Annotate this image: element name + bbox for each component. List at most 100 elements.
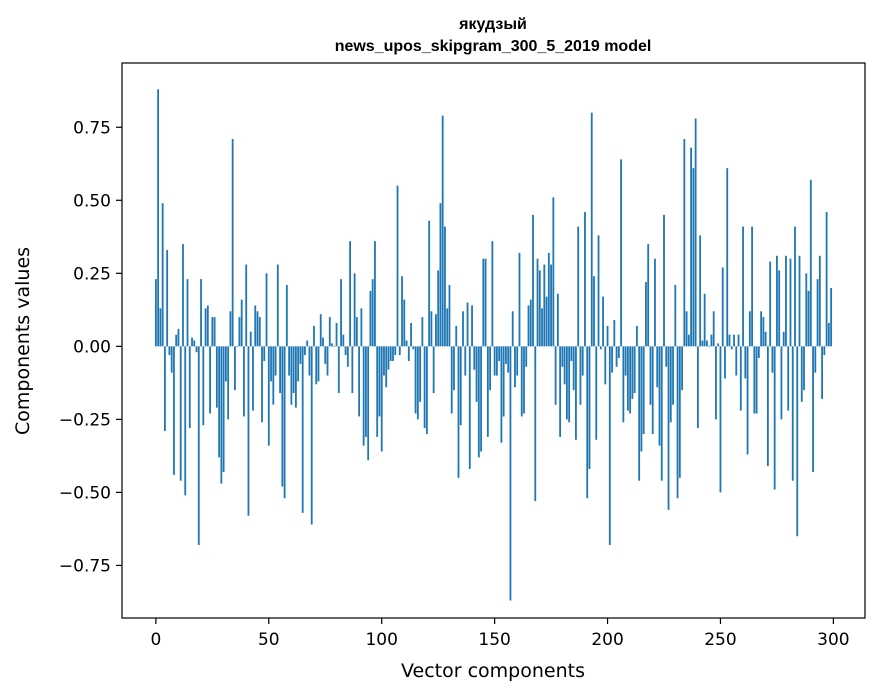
- plot-frame: [121, 62, 866, 619]
- bar-76: [326, 346, 329, 376]
- bar-250: [719, 346, 722, 493]
- bar-277: [780, 346, 783, 420]
- bar-57: [283, 346, 286, 499]
- bar-169: [536, 258, 539, 347]
- bar-179: [559, 346, 562, 437]
- bar-101: [383, 346, 385, 376]
- bar-215: [640, 346, 643, 452]
- bar-233: [681, 346, 683, 391]
- bar-265: [753, 346, 756, 414]
- bar-44: [254, 305, 257, 347]
- bar-164: [525, 346, 528, 367]
- bar-83: [342, 334, 345, 347]
- bar-141: [473, 346, 476, 370]
- y-tick-label: −0.25: [59, 410, 111, 430]
- bar-176: [552, 197, 555, 347]
- bar-291: [812, 346, 814, 472]
- bar-73: [319, 314, 322, 347]
- bar-219: [649, 346, 652, 405]
- bar-144: [480, 346, 482, 452]
- bar-263: [748, 311, 751, 347]
- bar-61: [292, 346, 295, 394]
- bar-22: [204, 308, 207, 347]
- bar-196: [597, 235, 600, 347]
- bar-274: [773, 346, 776, 490]
- bar-98: [376, 346, 379, 437]
- bar-85: [346, 346, 349, 367]
- bar-295: [821, 346, 823, 399]
- bar-170: [538, 270, 541, 347]
- bar-92: [362, 346, 365, 446]
- bar-290: [809, 179, 812, 347]
- bar-293: [816, 279, 819, 347]
- bar-157: [509, 346, 512, 601]
- bar-165: [527, 305, 530, 347]
- bar-111: [405, 340, 408, 347]
- bar-285: [798, 255, 801, 347]
- bar-256: [733, 334, 735, 347]
- bar-125: [437, 270, 440, 347]
- bar-252: [724, 346, 726, 379]
- bar-119: [423, 346, 426, 429]
- bar-174: [547, 252, 550, 347]
- bar-208: [624, 346, 627, 376]
- bar-172: [543, 264, 546, 347]
- bar-269: [762, 317, 765, 347]
- bar-254: [728, 334, 731, 347]
- bar-129: [446, 308, 449, 347]
- bar-12: [182, 244, 184, 347]
- y-tick-label: 0.25: [73, 264, 111, 284]
- bar-244: [706, 340, 708, 347]
- bar-204: [615, 346, 618, 367]
- bar-102: [385, 346, 388, 388]
- bar-183: [568, 346, 571, 423]
- bar-71: [315, 346, 318, 385]
- bar-116: [416, 346, 419, 420]
- bar-221: [654, 258, 656, 347]
- bar-84: [344, 346, 347, 356]
- bar-271: [766, 346, 769, 467]
- bar-227: [667, 346, 670, 510]
- y-axis-ticks: −0.75 −0.50 −0.25 0.00 0.25 0.50 0.75: [59, 118, 122, 576]
- bar-118: [421, 317, 424, 347]
- bar-258: [737, 334, 740, 347]
- bar-298: [827, 322, 830, 347]
- bar-127: [441, 115, 444, 347]
- bar-93: [365, 346, 367, 437]
- bar-294: [818, 255, 821, 347]
- bar-192: [588, 346, 591, 470]
- bar-163: [523, 346, 525, 414]
- bar-9: [175, 334, 178, 347]
- bar-33: [229, 311, 232, 347]
- bar-282: [791, 346, 794, 481]
- bar-74: [322, 337, 324, 347]
- bar-247: [712, 311, 715, 347]
- bar-25: [211, 317, 214, 347]
- bar-32: [227, 346, 230, 420]
- bar-20: [200, 279, 202, 347]
- bar-217: [645, 282, 647, 347]
- bar-8: [173, 346, 175, 475]
- bar-2: [159, 308, 162, 347]
- bar-238: [692, 168, 695, 347]
- bar-296: [823, 346, 826, 356]
- bar-161: [518, 252, 521, 347]
- bar-13: [184, 346, 187, 496]
- bar-7: [170, 346, 173, 373]
- bar-80: [335, 322, 338, 347]
- bar-210: [629, 346, 632, 414]
- bar-42: [249, 331, 252, 347]
- bar-11: [179, 346, 182, 481]
- x-tick-label: 100: [365, 630, 397, 650]
- bar-114: [412, 346, 415, 350]
- bar-67: [306, 340, 309, 347]
- bar-255: [730, 346, 733, 350]
- bar-3: [161, 203, 164, 347]
- bar-66: [304, 346, 306, 356]
- bar-264: [751, 226, 753, 347]
- bar-130: [448, 285, 451, 347]
- bar-107: [396, 185, 399, 347]
- bar-155: [505, 346, 507, 364]
- bar-171: [541, 308, 543, 347]
- bar-68: [308, 346, 311, 376]
